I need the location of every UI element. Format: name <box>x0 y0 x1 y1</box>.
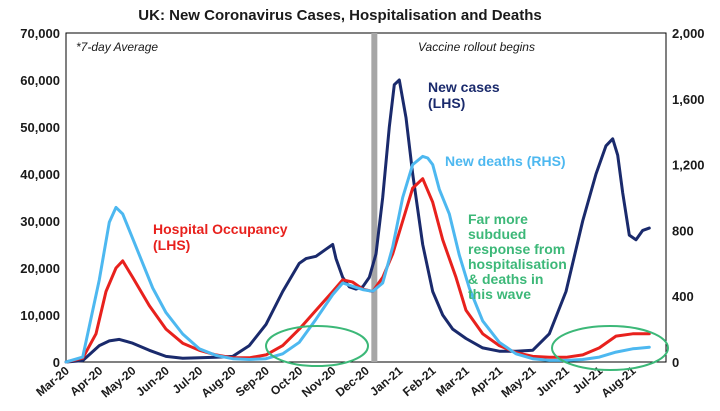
subdued-label-line: hospitalisation <box>468 256 567 272</box>
right-tick-label: 800 <box>672 223 694 238</box>
left-tick-label: 40,000 <box>20 167 60 182</box>
subdued-label-line: subdued <box>468 226 526 242</box>
new-cases-label-line: (LHS) <box>428 95 465 111</box>
left-tick-label: 10,000 <box>20 308 60 323</box>
left-tick-label: 60,000 <box>20 73 60 88</box>
x-tick-label: Jun-20 <box>133 363 172 399</box>
new-cases-label-line: New cases <box>428 79 500 95</box>
hospital-label-line: (LHS) <box>153 237 190 253</box>
highlight-ellipse-summer-2021 <box>551 325 669 371</box>
new-deaths-label-line: New deaths (RHS) <box>445 153 566 169</box>
highlight-ellipse-autumn-2020 <box>265 325 369 367</box>
vaccine-rollout-label: Vaccine rollout begins <box>418 40 535 54</box>
x-tick-label: Aug-20 <box>198 363 238 400</box>
right-tick-label: 0 <box>672 355 679 370</box>
right-tick-label: 1,200 <box>672 158 705 173</box>
x-tick-label: Mar-21 <box>433 363 472 399</box>
x-tick-label: May-21 <box>498 363 538 400</box>
x-tick-label: Nov-20 <box>299 363 339 400</box>
subdued-label-line: this wave <box>468 286 531 302</box>
x-tick-label: Oct-20 <box>268 363 306 398</box>
subdued-label-line: & deaths in <box>468 271 543 287</box>
x-tick-label: Jun-21 <box>533 363 572 399</box>
left-tick-label: 30,000 <box>20 214 60 229</box>
left-tick-label: 20,000 <box>20 261 60 276</box>
new-cases-annotation: New cases (LHS) <box>428 79 500 111</box>
right-tick-label: 400 <box>672 289 694 304</box>
x-tick-label: Sep-20 <box>233 363 272 399</box>
x-tick-label: Feb-21 <box>400 363 439 399</box>
x-tick-label: Apr-20 <box>67 363 105 398</box>
new-deaths-annotation: New deaths (RHS) <box>445 153 566 169</box>
x-axis: Mar-20Apr-20May-20Jun-20Jul-20Aug-20Sep-… <box>33 363 639 400</box>
x-tick-label: Jan-21 <box>367 363 405 398</box>
subdued-label-line: response from <box>468 241 565 257</box>
hospital-occupancy-annotation: Hospital Occupancy (LHS) <box>153 221 288 253</box>
left-axis: 0 10,000 20,000 30,000 40,000 50,000 60,000 70,… <box>20 26 60 370</box>
subdued-label-line: Far more <box>468 211 528 227</box>
x-tick-label: Dec-20 <box>333 363 372 399</box>
right-axis: 0 400 800 1,200 1,600 2,000 <box>672 26 705 370</box>
x-tick-label: Apr-21 <box>467 363 505 398</box>
right-tick-label: 2,000 <box>672 26 705 41</box>
new-deaths-series-line <box>64 154 651 364</box>
series-lines <box>64 78 651 364</box>
hospital-label-line: Hospital Occupancy <box>153 221 288 237</box>
x-tick-label: May-20 <box>98 363 138 400</box>
vaccine-rollout-line <box>371 33 378 362</box>
left-tick-label: 70,000 <box>20 26 60 41</box>
plot-frame <box>65 32 667 363</box>
new-cases-series-line <box>64 78 651 364</box>
right-tick-label: 1,600 <box>672 92 705 107</box>
left-tick-label: 0 <box>53 355 60 370</box>
chart-title: UK: New Coronavirus Cases, Hospitalisati… <box>138 7 541 24</box>
average-note: *7-day Average <box>76 40 158 54</box>
subdued-response-annotation: Far more subdued response from hospitali… <box>468 211 567 302</box>
left-tick-label: 50,000 <box>20 120 60 135</box>
